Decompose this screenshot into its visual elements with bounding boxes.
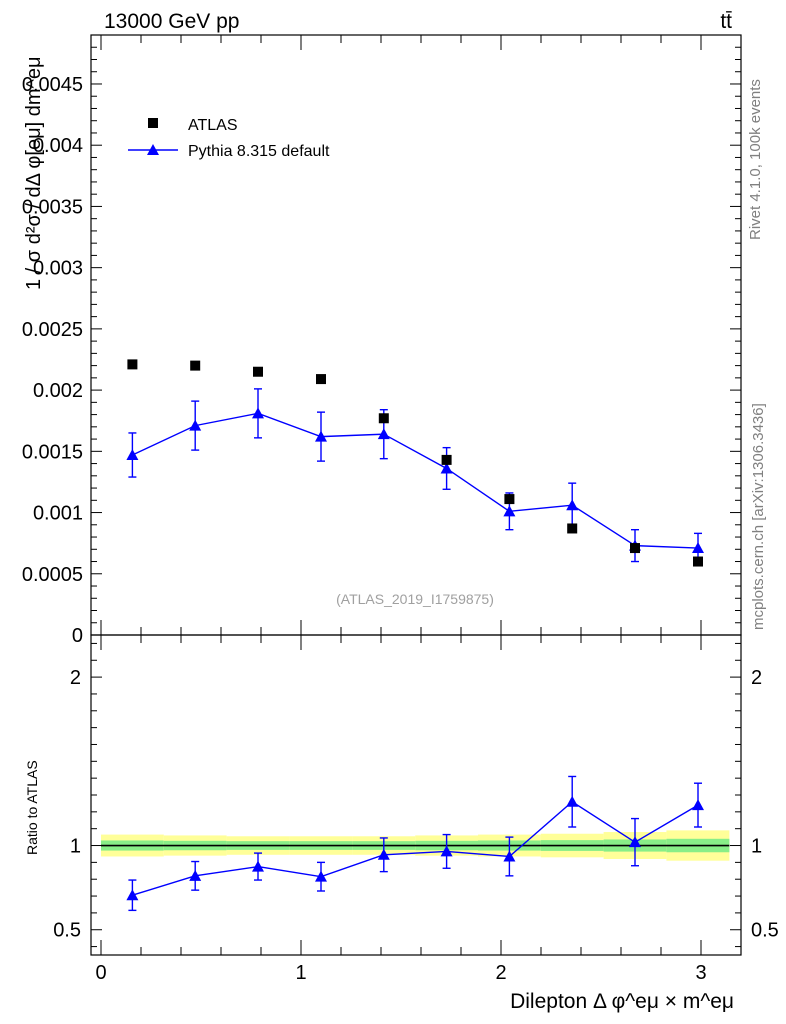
pythia-point [377, 428, 390, 440]
main-y-tick-label: 0.002 [33, 380, 83, 402]
legend-pythia-label: Pythia 8.315 default [188, 143, 330, 160]
ratio-point [629, 836, 641, 848]
x-axis-label: Dilepton Δ φ^eμ × m^eμ [510, 990, 734, 1013]
pythia-point [126, 449, 139, 460]
pythia-point [252, 407, 264, 419]
atlas-point [693, 556, 703, 567]
ratio-y-tick-label: 2 [70, 667, 81, 689]
atlas-point [567, 523, 578, 534]
main-y-tick-label: 0 [72, 625, 83, 647]
rivet-label: Rivet 4.1.0, 100k events [747, 79, 764, 240]
pythia-point [566, 499, 579, 511]
ratio-point [503, 850, 516, 862]
main-marks: 0 0.0005 0.001 0.0015 0.002 0.0025 0.003 0.0035… [22, 35, 742, 647]
legend-atlas-label: ATLAS [188, 117, 238, 134]
atlas-point [190, 360, 201, 371]
ratio-pythia-line [132, 800, 699, 896]
main-y-tick-label: 0.003 [33, 258, 83, 280]
ratio-point [566, 795, 579, 807]
main-y-tick-label: 0.0035 [22, 196, 83, 218]
pythia-line [132, 412, 699, 549]
ratio-point [377, 848, 390, 860]
ratio-point [692, 799, 704, 811]
atlas-point [441, 454, 452, 465]
legend: ATLAS Pythia 8.315 default [128, 117, 330, 160]
main-y-label: 1 / σ d²σ / dΔ φ[eμ] dm^eμ [23, 56, 45, 290]
x-tick-label: 0 [95, 962, 106, 984]
x-tick-label: 2 [495, 962, 506, 984]
ratio-y-tick-label-right: 0.5 [751, 920, 779, 942]
ratio-y-tick-label: 0.5 [53, 920, 81, 942]
main-y-tick-label: 0.004 [33, 135, 83, 157]
main-y-tick-label: 0.0005 [22, 564, 83, 586]
ratio-frame [90, 634, 742, 956]
pythia-point [692, 542, 704, 554]
atlas-point [378, 413, 389, 424]
ratio-point [440, 845, 453, 857]
atlas-point [630, 543, 640, 554]
atlas-point [253, 366, 263, 377]
legend-pythia-marker [147, 144, 159, 155]
ratio-point [315, 870, 327, 882]
main-y-tick-label: 0.0025 [22, 319, 83, 341]
legend-atlas-marker [148, 118, 158, 128]
atlas-point [316, 374, 326, 385]
ratio-plot: 0 1 2 3 0.5 0.5 1 1 2 2 [53, 635, 779, 984]
atlas-point [504, 494, 515, 505]
atlas-point [127, 359, 138, 370]
x-tick-label: 3 [695, 962, 706, 984]
pythia-point [440, 462, 453, 474]
ratio-y-label: Ratio to ATLAS [24, 760, 40, 855]
left-title: 13000 GeV pp [104, 10, 239, 33]
pythia-point [503, 505, 516, 517]
right-title: tt̄ [720, 10, 732, 33]
ratio-y-tick-label: 1 [70, 836, 81, 858]
ratio-point [252, 860, 264, 872]
ratio-y-tick-label-right: 2 [751, 667, 762, 689]
ratio-y-tick-label-right: 1 [751, 836, 762, 858]
pythia-point [189, 419, 202, 431]
pythia-point [315, 430, 327, 442]
ratio-point [189, 869, 202, 881]
main-y-tick-label: 0.0045 [22, 74, 83, 96]
x-tick-label: 1 [295, 962, 306, 984]
main-y-tick-label: 0.0015 [22, 441, 83, 463]
ratio-point [126, 889, 139, 901]
main-y-tick-label: 0.001 [33, 503, 83, 525]
mcplots-label: mcplots.cern.ch [arXiv:1306.3436] [750, 403, 767, 630]
analysis-watermark: (ATLAS_2019_I1759875) [336, 591, 494, 607]
